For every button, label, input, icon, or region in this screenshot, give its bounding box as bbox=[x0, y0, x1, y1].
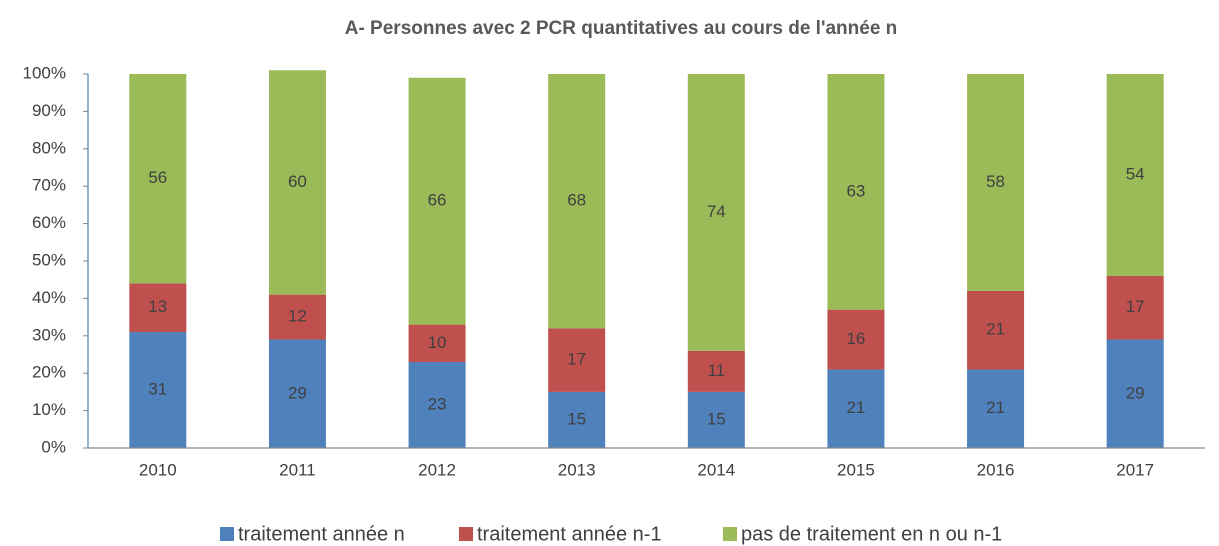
data-label: 17 bbox=[567, 350, 586, 369]
bar-segment bbox=[967, 290, 1025, 370]
chart-title: A- Personnes avec 2 PCR quantitatives au… bbox=[345, 18, 898, 39]
data-label: 56 bbox=[148, 168, 167, 187]
x-tick-label: 2014 bbox=[697, 460, 735, 479]
bar-segment bbox=[967, 74, 1025, 291]
x-tick-label: 2015 bbox=[837, 460, 875, 479]
data-label: 21 bbox=[986, 398, 1005, 417]
bar-segment bbox=[548, 74, 606, 329]
data-label: 12 bbox=[288, 307, 307, 326]
data-label: 74 bbox=[707, 202, 726, 221]
y-tick-label: 20% bbox=[32, 363, 66, 382]
bar-segment bbox=[967, 369, 1025, 448]
x-tick-label: 2010 bbox=[139, 460, 177, 479]
y-tick-label: 40% bbox=[32, 288, 66, 307]
data-label: 60 bbox=[288, 172, 307, 191]
bar-segment bbox=[548, 328, 606, 392]
bar-segment bbox=[129, 332, 187, 448]
data-label: 58 bbox=[986, 172, 1005, 191]
data-label: 15 bbox=[567, 409, 586, 428]
x-tick-label: 2011 bbox=[279, 460, 316, 479]
data-label: 15 bbox=[707, 409, 726, 428]
data-label: 31 bbox=[148, 380, 167, 399]
data-label: 68 bbox=[567, 191, 586, 210]
y-tick-label: 100% bbox=[23, 63, 66, 82]
bar-segment bbox=[827, 369, 885, 448]
bar-segment bbox=[687, 74, 745, 351]
data-label: 11 bbox=[707, 361, 725, 380]
bar-segment bbox=[1106, 339, 1164, 448]
bar-segment bbox=[408, 361, 466, 448]
bar-segment bbox=[1106, 275, 1164, 340]
data-label: 17 bbox=[1126, 297, 1145, 316]
bar-segment bbox=[827, 74, 885, 310]
data-label: 29 bbox=[1126, 383, 1145, 402]
data-label: 29 bbox=[288, 383, 307, 402]
legend-label: traitement année n bbox=[238, 523, 405, 545]
bar-segment bbox=[827, 309, 885, 370]
legend-label: traitement année n-1 bbox=[477, 523, 662, 545]
y-tick-label: 80% bbox=[32, 138, 66, 157]
legend-swatch bbox=[723, 527, 737, 541]
y-tick-label: 60% bbox=[32, 213, 66, 232]
data-label: 13 bbox=[148, 297, 167, 316]
bar-segment bbox=[408, 77, 466, 325]
legend-swatch bbox=[459, 527, 473, 541]
bar-segment bbox=[129, 283, 187, 333]
y-tick-label: 90% bbox=[32, 101, 66, 120]
x-tick-label: 2016 bbox=[977, 460, 1015, 479]
data-label: 10 bbox=[428, 333, 447, 352]
bar-segment bbox=[268, 339, 326, 448]
bar-segment bbox=[687, 350, 745, 392]
legend-swatch bbox=[220, 527, 234, 541]
bar-segment bbox=[408, 324, 466, 362]
y-tick-label: 70% bbox=[32, 176, 66, 195]
y-tick-label: 50% bbox=[32, 250, 66, 269]
bar-segment bbox=[1106, 74, 1164, 276]
data-label: 21 bbox=[986, 320, 1005, 339]
x-tick-label: 2017 bbox=[1116, 460, 1154, 479]
data-label: 54 bbox=[1126, 164, 1145, 183]
legend-label: pas de traitement en n ou n-1 bbox=[741, 523, 1002, 545]
x-tick-label: 2013 bbox=[558, 460, 596, 479]
bar-segment bbox=[268, 70, 326, 295]
data-label: 66 bbox=[428, 191, 447, 210]
bar-segment bbox=[268, 294, 326, 340]
bar-segment bbox=[687, 391, 745, 448]
data-label: 63 bbox=[846, 181, 865, 200]
y-tick-label: 10% bbox=[32, 400, 66, 419]
data-label: 16 bbox=[846, 329, 865, 348]
data-label: 21 bbox=[846, 398, 865, 417]
y-tick-label: 30% bbox=[32, 325, 66, 344]
bar-segment bbox=[129, 74, 187, 284]
x-tick-label: 2012 bbox=[418, 460, 456, 479]
bar-segment bbox=[548, 391, 606, 448]
data-label: 23 bbox=[428, 394, 447, 413]
y-tick-label: 0% bbox=[41, 437, 66, 456]
